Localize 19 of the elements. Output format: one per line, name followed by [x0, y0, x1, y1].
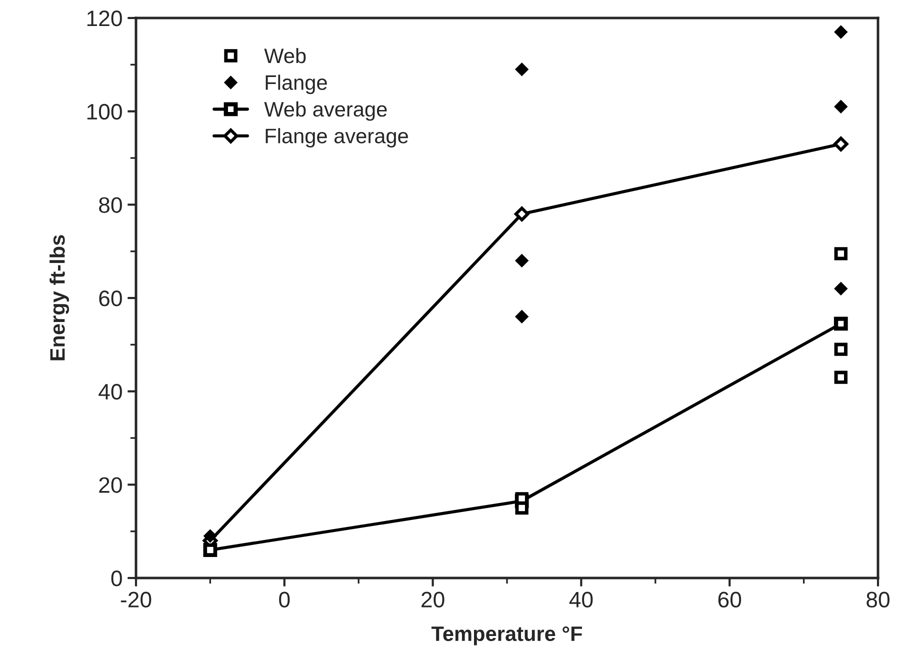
x-tick-label: 0 — [279, 592, 290, 608]
legend-label: Web average — [264, 101, 387, 121]
y-tick-label: 40 — [98, 384, 122, 400]
legend-label: Flange — [266, 74, 327, 94]
legend-label: Flange average — [266, 128, 408, 148]
y-tick-label: 20 — [99, 477, 122, 493]
y-tick-label: 80 — [99, 197, 122, 213]
y-tick-label: 100 — [87, 104, 122, 120]
x-tick-label: -20 — [120, 592, 152, 608]
x-axis-title: Temperature °F — [431, 626, 582, 646]
x-tick-label: 60 — [718, 592, 742, 608]
x-tick-label: 80 — [866, 592, 890, 608]
y-tick-label: 60 — [99, 290, 122, 306]
x-tick-label: 40 — [569, 592, 593, 608]
y-tick-label: 120 — [87, 10, 122, 26]
y-tick-label: 0 — [111, 570, 122, 586]
legend-label: Web — [264, 48, 306, 64]
x-tick-label: 20 — [422, 592, 444, 608]
y-axis-title: Energy ft-lbs — [50, 235, 70, 360]
